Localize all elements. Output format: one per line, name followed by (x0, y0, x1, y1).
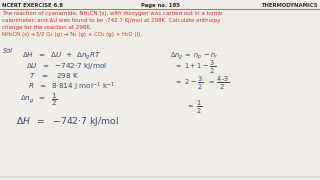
Text: Sol: Sol (3, 48, 13, 54)
Text: $=$ $2$ $-$ $\dfrac{3}{2}$  $=$ $\dfrac{4{\text{-}}3}{2}$: $=$ $2$ $-$ $\dfrac{3}{2}$ $=$ $\dfrac{4… (174, 76, 229, 92)
Text: THERMODYNAMICS: THERMODYNAMICS (261, 3, 318, 8)
Text: The reaction of cyanamide, NH₂CN (s), with dioxygen was carried out in a bomb: The reaction of cyanamide, NH₂CN (s), wi… (2, 11, 222, 16)
Text: calorimeter, and ΔU was found to be -742.7 KJ/mol at 298K. Calculate enthalpy: calorimeter, and ΔU was found to be -742… (2, 18, 220, 23)
Text: NCERT EXERCISE 6.8: NCERT EXERCISE 6.8 (2, 3, 63, 8)
Text: $\mathit{\Delta H}$  $=$  $-742{\cdot}7$ kJ/mol: $\mathit{\Delta H}$ $=$ $-742{\cdot}7$ k… (16, 115, 119, 128)
Text: change for the reaction at 298K.: change for the reaction at 298K. (2, 25, 92, 30)
Text: $T$   $=$   $298$ K: $T$ $=$ $298$ K (29, 71, 79, 80)
Text: Page no. 185: Page no. 185 (140, 3, 180, 8)
Text: $\mathit{\Delta H}$  $=$  $\mathit{\Delta U}$  $+$  $\mathit{\Delta n_g RT}$: $\mathit{\Delta H}$ $=$ $\mathit{\Delta … (22, 50, 101, 62)
Text: NH₂CN (s) +3/2 O₂ (g) → N₂ (g) + CO₂ (g) + H₂O (l).: NH₂CN (s) +3/2 O₂ (g) → N₂ (g) + CO₂ (g)… (2, 32, 142, 37)
Text: $=$ $1+1$ $-$ $\dfrac{3}{2}$: $=$ $1+1$ $-$ $\dfrac{3}{2}$ (174, 60, 216, 76)
Text: $R$  $=$  $8{\cdot}814$ J mol$^{-1}$ k$^{-1}$: $R$ $=$ $8{\cdot}814$ J mol$^{-1}$ k$^{-… (28, 81, 116, 93)
Text: $=$ $\dfrac{1}{2}$: $=$ $\dfrac{1}{2}$ (186, 100, 202, 116)
Text: $\mathit{\Delta U}$  $=$  $-742{\cdot}7$ kJ/mol: $\mathit{\Delta U}$ $=$ $-742{\cdot}7$ k… (26, 61, 107, 71)
Text: $\mathit{\Delta n_g}$  $=$  $\dfrac{1}{2}$: $\mathit{\Delta n_g}$ $=$ $\dfrac{1}{2}$ (20, 92, 58, 108)
Text: $\mathit{\Delta n_g}$ $=$ $n_p$ $-$ $n_r$: $\mathit{\Delta n_g}$ $=$ $n_p$ $-$ $n_r… (170, 50, 219, 62)
